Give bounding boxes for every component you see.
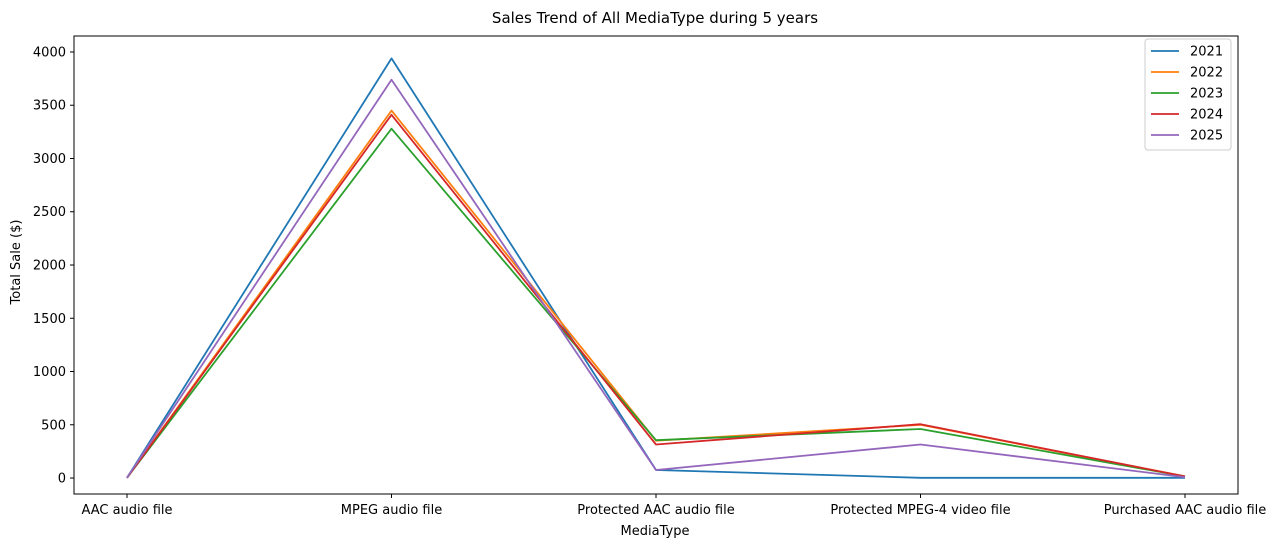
- y-tick-label: 2500: [33, 205, 66, 220]
- chart-title: Sales Trend of All MediaType during 5 ye…: [492, 9, 818, 27]
- legend-label: 2021: [1190, 45, 1223, 60]
- x-tick-label: Protected AAC audio file: [577, 503, 734, 518]
- series-line-2023: [126, 127, 1186, 479]
- x-tick-label: AAC audio file: [81, 503, 172, 518]
- legend-box: [1144, 38, 1232, 151]
- legend: 2021 2022 2023 2024 2025: [1144, 38, 1232, 151]
- plot-area: 0 500 1000 1500 2000 2500 3000 3500 4000 AAC audi…: [33, 35, 1267, 518]
- x-tick-label: Protected MPEG-4 video file: [830, 503, 1010, 518]
- x-axis-label: MediaType: [621, 524, 690, 539]
- series-line-2024: [126, 113, 1186, 479]
- y-tick-label: 4000: [33, 45, 66, 60]
- y-tick-label: 1000: [33, 365, 66, 380]
- y-tick-label: 500: [41, 418, 66, 433]
- legend-label: 2023: [1190, 87, 1223, 102]
- x-tick-label: Purchased AAC audio file: [1104, 503, 1267, 518]
- legend-label: 2022: [1190, 66, 1223, 81]
- x-tick-label: MPEG audio file: [341, 503, 442, 518]
- y-tick-label: 2000: [33, 259, 66, 274]
- y-tick-label: 3500: [33, 99, 66, 114]
- y-tick-label: 1500: [33, 312, 66, 327]
- y-axis-label: Total Sale ($): [9, 220, 24, 306]
- y-tick-label: 0: [58, 472, 66, 487]
- series-line-2025: [126, 78, 1186, 479]
- legend-label: 2024: [1190, 108, 1223, 123]
- y-tick-label: 3000: [33, 152, 66, 167]
- legend-label: 2025: [1190, 129, 1223, 144]
